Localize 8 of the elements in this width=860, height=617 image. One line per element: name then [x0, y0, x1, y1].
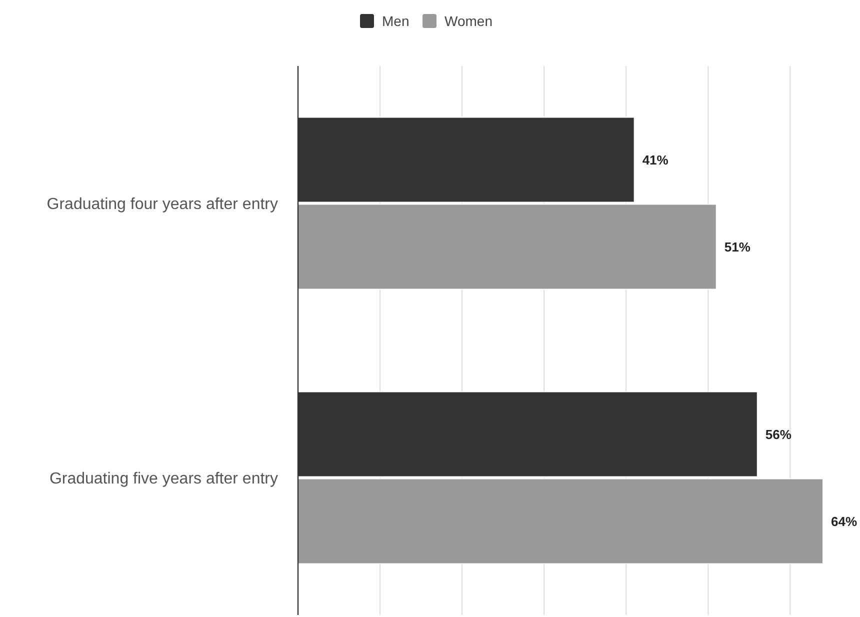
data-label: 56%	[765, 426, 792, 442]
legend-label: Women	[444, 12, 492, 29]
y-tick-label: Graduating four years after entry	[46, 196, 278, 213]
data-label: 64%	[831, 514, 858, 529]
data-label: 41%	[642, 152, 669, 168]
y-tick-label: Graduating five years after entry	[49, 470, 278, 488]
legend-label: Men	[382, 12, 410, 29]
data-label: 51%	[724, 239, 751, 254]
